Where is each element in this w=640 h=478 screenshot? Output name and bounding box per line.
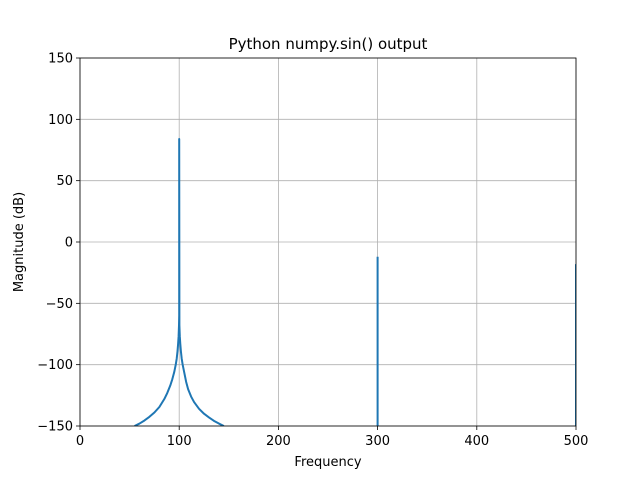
y-axis-label: Magnitude (dB) xyxy=(12,192,27,292)
x-tick-label: 200 xyxy=(266,434,291,449)
y-tick-label: 50 xyxy=(56,174,73,189)
y-tick-label: 100 xyxy=(48,113,73,128)
x-tick-label: 100 xyxy=(167,434,192,449)
ticks: 0 100 200 300 400 500 −150 −100 −50 0 50 100 150 xyxy=(37,52,588,450)
y-tick-label: 150 xyxy=(48,52,73,67)
series-group xyxy=(134,137,576,426)
y-tick-label: −150 xyxy=(37,420,73,435)
series-line-0 xyxy=(134,137,225,426)
y-tick-label: 0 xyxy=(65,236,73,251)
x-axis-label: Frequency xyxy=(294,455,361,470)
x-tick-label: 500 xyxy=(564,434,589,449)
x-tick-label: 400 xyxy=(464,434,489,449)
x-tick-label: 0 xyxy=(76,434,84,449)
chart-title: Python numpy.sin() output xyxy=(229,35,428,53)
x-tick-label: 300 xyxy=(365,434,390,449)
y-tick-label: −50 xyxy=(46,297,73,312)
y-tick-label: −100 xyxy=(37,358,73,373)
